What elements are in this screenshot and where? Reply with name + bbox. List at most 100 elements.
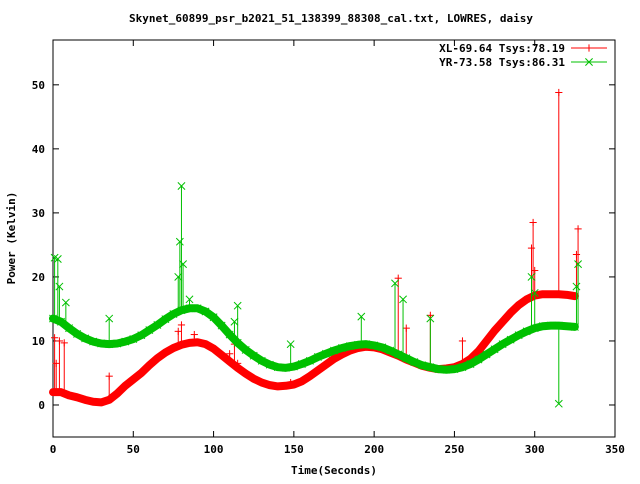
y-tick-label: 40 <box>32 143 45 156</box>
data-point <box>121 382 129 390</box>
data-point <box>201 340 210 348</box>
y-axis-label: Power (Kelvin) <box>5 192 18 285</box>
data-point <box>169 344 178 352</box>
data-point <box>570 322 579 331</box>
y-tick-label: 30 <box>32 207 45 220</box>
data-point <box>137 331 146 340</box>
spike-point <box>52 359 60 367</box>
spike-point <box>185 295 194 304</box>
data-point <box>241 345 250 354</box>
data-point <box>450 365 459 374</box>
data-point <box>362 340 371 349</box>
data-point <box>249 351 258 360</box>
data-point <box>514 331 523 340</box>
spike-point <box>53 255 62 263</box>
series-layer <box>49 88 583 408</box>
y-tick-label: 20 <box>32 271 45 284</box>
data-point <box>81 334 90 343</box>
spike-point <box>234 359 242 367</box>
data-point <box>442 365 451 374</box>
legend-label: YR-73.58 Tsys:86.31 <box>439 56 565 69</box>
data-point <box>201 307 210 316</box>
x-tick-label: 200 <box>364 443 384 456</box>
spike-point <box>286 340 295 349</box>
data-point <box>137 369 145 377</box>
spike-point <box>60 339 68 347</box>
data-point <box>394 350 403 359</box>
data-point <box>306 372 314 380</box>
spike-point <box>572 250 581 259</box>
data-point <box>145 326 154 335</box>
data-point <box>250 375 258 383</box>
data-point <box>378 343 387 352</box>
spike-point <box>529 218 537 227</box>
y-tick-label: 50 <box>32 79 45 92</box>
data-point <box>562 322 571 331</box>
spike-point <box>174 272 183 281</box>
data-point <box>161 315 170 324</box>
data-point <box>225 330 234 339</box>
x-tick-label: 300 <box>525 443 545 456</box>
spike-point <box>177 321 186 329</box>
spike-point <box>530 288 539 297</box>
spike-point <box>177 182 186 190</box>
data-point <box>547 290 555 298</box>
data-point <box>209 345 218 353</box>
series-1 <box>49 182 583 408</box>
data-point <box>539 290 547 298</box>
data-point <box>257 356 266 365</box>
data-point <box>218 351 226 359</box>
data-point <box>193 304 202 313</box>
data-point <box>145 361 153 369</box>
data-point <box>515 301 523 309</box>
data-point <box>129 375 137 383</box>
data-point <box>538 322 547 331</box>
spike-point <box>554 399 563 408</box>
legend-label: XL-69.64 Tsys:78.19 <box>439 42 565 55</box>
data-point <box>474 355 483 364</box>
spike-point <box>572 282 581 291</box>
data-point <box>65 391 73 399</box>
spike-point <box>527 244 536 252</box>
data-point <box>73 329 82 338</box>
data-point <box>266 381 274 389</box>
data-point <box>297 360 306 368</box>
data-point <box>466 360 475 368</box>
spike-point <box>287 378 295 387</box>
spike-point <box>179 260 188 269</box>
data-point <box>89 337 98 346</box>
data-point <box>289 362 298 371</box>
spike-point <box>527 272 536 281</box>
data-point <box>305 356 314 365</box>
spike-point <box>55 282 64 291</box>
data-point <box>330 355 338 363</box>
x-axis-label: Time(Seconds) <box>291 464 377 477</box>
data-point <box>410 358 419 367</box>
data-point <box>507 309 515 317</box>
data-point <box>482 337 491 345</box>
y-tick-label: 10 <box>32 335 45 348</box>
data-point <box>314 366 322 375</box>
data-point <box>121 337 130 346</box>
x-tick-label: 150 <box>284 443 304 456</box>
spike-point <box>230 317 239 326</box>
spike-point <box>574 225 582 233</box>
data-point <box>242 370 250 378</box>
spike-point <box>426 311 434 319</box>
data-point <box>482 350 491 359</box>
data-point <box>73 393 81 401</box>
data-point <box>89 398 97 406</box>
data-point <box>354 340 363 349</box>
data-point <box>402 354 411 363</box>
spike-point <box>402 324 410 332</box>
data-point <box>330 346 338 355</box>
spike-point <box>555 88 563 97</box>
chart-title: Skynet_60899_psr_b2021_51_138399_88308_c… <box>129 12 533 25</box>
data-point <box>258 378 266 387</box>
data-point <box>571 292 579 300</box>
data-point <box>498 340 507 349</box>
data-point <box>273 363 282 372</box>
